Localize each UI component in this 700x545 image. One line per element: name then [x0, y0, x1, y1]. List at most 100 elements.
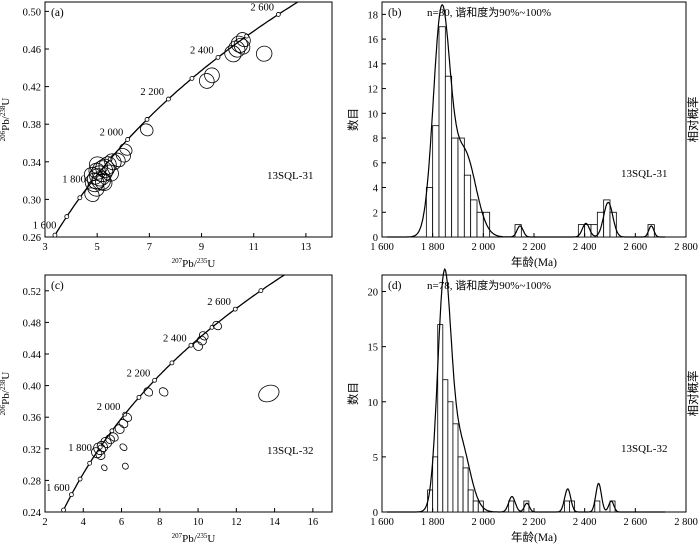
y-tick-label: 18: [368, 10, 379, 21]
concordia-age-node: [144, 117, 150, 122]
x-tick-label: 2: [42, 517, 47, 528]
histogram-bar: [594, 500, 601, 513]
analysis-ellipse: [110, 152, 126, 168]
x-axis-label: 年龄(Ma): [511, 530, 557, 544]
histogram-bar: [457, 137, 465, 238]
analysis-ellipse: [143, 387, 154, 397]
y-tick-label: 12: [368, 85, 379, 96]
concordia-age-label: 1 600: [33, 221, 57, 232]
probability-density-curve: [387, 267, 666, 513]
x-tick-label: 2 000: [472, 242, 496, 253]
concordia-age-node: [109, 428, 115, 434]
x-tick-label: 7: [147, 242, 152, 253]
analysis-ellipse: [115, 147, 131, 163]
analysis-ellipse: [101, 464, 108, 472]
analysis-ellipse: [95, 158, 115, 179]
y-tick-label: 0.24: [23, 508, 42, 519]
x-tick-label: 12: [231, 517, 242, 528]
concordia-age-label: 2 400: [190, 45, 214, 56]
plot-frame: [44, 1, 333, 238]
analysis-ellipse: [230, 35, 248, 53]
x-axis-label: 207Pb/235U: [172, 257, 216, 270]
analysis-ellipse: [109, 432, 119, 442]
concordia-age-node: [61, 507, 66, 513]
y-tick-label: 14: [368, 60, 379, 71]
analysis-ellipse: [140, 123, 154, 137]
histogram-bar: [476, 211, 484, 238]
plot-frame: [44, 274, 333, 513]
concordia-age-node: [87, 460, 93, 466]
concordia-age-node: [189, 75, 195, 81]
sample-label: 13SQL-32: [621, 443, 667, 455]
y-axis-label: 数目: [346, 108, 360, 131]
histogram-bar: [477, 500, 484, 513]
concordia-age-node: [275, 12, 281, 17]
analysis-ellipse: [255, 45, 273, 62]
concordia-age-label: 2 200: [140, 87, 164, 98]
x-axis-label: 207Pb/235U: [172, 532, 216, 545]
histogram-bar: [425, 187, 434, 238]
y-axis-label: 206Pb/238U: [0, 98, 12, 142]
y-tick-label: 2: [373, 208, 378, 219]
histogram-bar: [432, 456, 439, 513]
x-tick-label: 5: [95, 242, 100, 253]
y-tick-label: 0.46: [23, 45, 41, 56]
plot-frame: [381, 274, 687, 513]
histogram-bar: [514, 224, 522, 238]
x-tick-label: 14: [269, 517, 280, 528]
analysis-ellipse: [119, 443, 128, 451]
concordia-age-node: [188, 342, 194, 348]
x-tick-label: 2 600: [624, 242, 648, 253]
histogram-bar: [470, 199, 478, 238]
analysis-ellipse: [233, 37, 251, 55]
histogram-bar: [467, 489, 474, 513]
y-tick-label: 15: [368, 343, 379, 354]
y-tick-label: 0.50: [23, 7, 41, 18]
histogram-bar: [564, 500, 570, 513]
analysis-ellipse: [91, 170, 111, 191]
concordia-age-node: [136, 394, 142, 400]
concordia-age-node: [169, 360, 175, 366]
analysis-ellipse: [95, 174, 113, 191]
panel-3-histogram: 1 600 1 800 2 000 2 200 2 400 2 600 2 800 0 5 10 1…: [346, 267, 700, 544]
panel-letter: (c): [51, 280, 64, 292]
sample-note: n=80, 谐和度为90%~100%: [427, 5, 551, 19]
x-tick-label: 11: [249, 242, 259, 253]
analysis-ellipse: [228, 40, 246, 58]
concordia-age-node: [258, 288, 264, 294]
analysis-ellipse: [100, 436, 112, 448]
y-tick-label: 6: [373, 159, 378, 170]
y-tick-label: 0.26: [23, 233, 41, 244]
y-tick-label: 0.32: [23, 445, 41, 456]
sample-label: 13SQL-31: [267, 170, 313, 182]
histogram-bar: [442, 379, 449, 513]
x-tick-label: 2 200: [522, 242, 546, 253]
x-tick-label: 1 600: [370, 242, 394, 253]
x-tick-label: 16: [308, 517, 319, 528]
histogram-bar: [462, 467, 469, 513]
concordia-age-label: 2 600: [207, 297, 231, 308]
analysis-ellipse: [96, 440, 109, 452]
panel-letter: (b): [388, 7, 402, 19]
x-tick-label: 2 000: [472, 517, 496, 528]
x-tick-label: 2 800: [674, 242, 698, 253]
analysis-ellipse: [204, 67, 220, 84]
concordia-age-label: 2 400: [163, 333, 187, 344]
analysis-ellipse: [122, 412, 133, 422]
y-tick-label: 8: [373, 134, 378, 145]
x-tick-label: 13: [301, 242, 312, 253]
histogram-bar: [472, 500, 479, 513]
x-tick-label: 2 600: [624, 517, 648, 528]
concordia-age-label: 2 000: [100, 127, 124, 138]
concordia-age-label: 1 800: [68, 443, 92, 454]
concordia-age-node: [52, 232, 58, 238]
analysis-ellipse: [88, 162, 106, 180]
histogram-bar: [438, 26, 446, 238]
analysis-ellipse: [258, 384, 280, 403]
concordia-age-node: [152, 377, 158, 383]
y-axis-label-right: 相对概率: [686, 97, 700, 143]
x-tick-label: 10: [193, 517, 204, 528]
x-tick-label: 6: [119, 517, 124, 528]
concordia-age-label: 1 600: [46, 483, 70, 494]
concordia-age-node: [232, 306, 238, 312]
